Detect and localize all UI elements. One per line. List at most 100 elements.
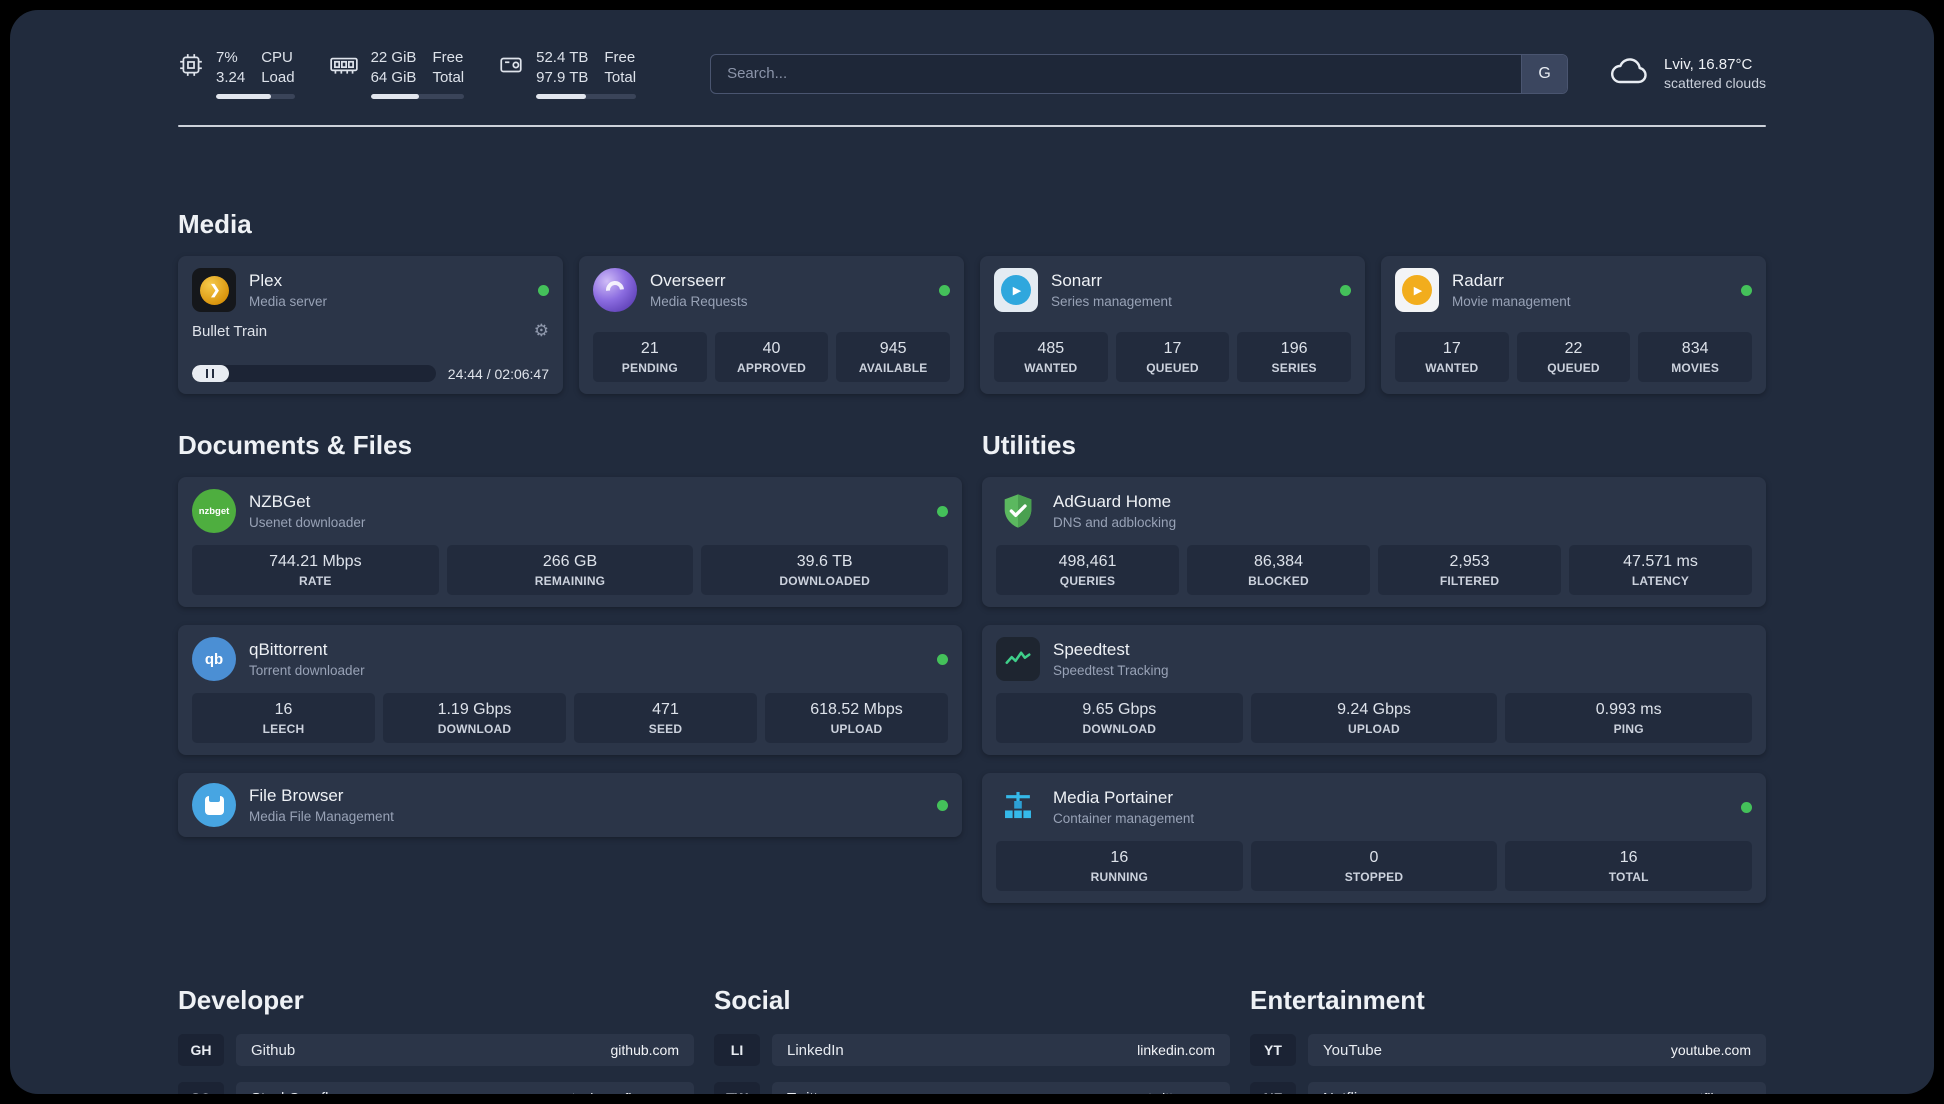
stat-label: STOPPED: [1344, 870, 1404, 884]
stat-tile: 16 RUNNING: [996, 841, 1243, 891]
stat-label: DOWNLOAD: [437, 722, 512, 736]
stat-label: FILTERED: [1439, 574, 1500, 588]
bookmark-url: github.com: [610, 1042, 679, 1058]
pause-icon[interactable]: [206, 369, 215, 378]
app-card-nzbget[interactable]: nzbget NZBGet Usenet downloader 744.21 M…: [178, 477, 962, 607]
stat-value: 1.19 Gbps: [437, 701, 512, 718]
memory-total-value: 64 GiB: [370, 68, 417, 86]
playback-progress-fill: [192, 365, 229, 382]
bookmark-row-netflix: NF Netflix netflix.com: [1250, 1082, 1766, 1094]
adguard-shield-icon: [996, 489, 1040, 533]
status-dot: [939, 284, 950, 296]
memory-widget: 22 GiB 64 GiB Free Total: [329, 48, 465, 99]
app-card-speedtest[interactable]: Speedtest Speedtest Tracking 9.65 Gbps D…: [982, 625, 1766, 755]
playback-progress-bar[interactable]: [192, 365, 436, 382]
bookmark-name: Twitter: [787, 1090, 831, 1095]
bookmark-link-stackoverflow[interactable]: StackOverflow stackoverflow.com: [236, 1082, 694, 1094]
stat-tile: 485 WANTED: [994, 332, 1108, 382]
plex-icon: ❯: [192, 268, 236, 312]
app-name: NZBGet: [249, 492, 311, 511]
app-subtitle: Usenet downloader: [249, 515, 366, 530]
search-bar: G: [710, 53, 1569, 94]
status-dot: [1340, 284, 1351, 296]
stat-value: 16: [274, 701, 293, 718]
section-title-documents: Documents & Files: [178, 430, 413, 460]
github-icon: GH: [178, 1034, 224, 1066]
header-divider: [178, 125, 1766, 127]
stat-value: 22: [1564, 340, 1583, 357]
app-name: qBittorrent: [249, 640, 328, 659]
cpu-load-value: 3.24: [216, 68, 246, 86]
app-card-overseerr[interactable]: Overseerr Media Requests 21 PENDING 40 A…: [579, 256, 964, 394]
app-name: Speedtest: [1053, 640, 1130, 659]
playback-time: 24:44 / 02:06:47: [447, 365, 549, 382]
disk-widget: 52.4 TB 97.9 TB Free Total: [498, 48, 637, 99]
stat-value: 2,953: [1449, 553, 1490, 570]
cpu-icon: [178, 52, 204, 99]
stat-label: LEECH: [262, 722, 305, 736]
app-card-radarr[interactable]: ▶ Radarr Movie management 17 WANTED 22: [1381, 256, 1766, 394]
app-name: AdGuard Home: [1053, 492, 1172, 511]
nzbget-icon: nzbget: [192, 489, 236, 533]
stat-label: DOWNLOAD: [1082, 722, 1157, 736]
speedtest-icon: [996, 637, 1040, 681]
status-dot: [937, 799, 948, 811]
stat-value: 471: [652, 701, 679, 718]
stat-tile: 21 PENDING: [593, 332, 707, 382]
stat-tile: 47.571 ms LATENCY: [1569, 545, 1752, 595]
bookmark-link-github[interactable]: Github github.com: [236, 1034, 694, 1066]
bookmark-link-linkedin[interactable]: LinkedIn linkedin.com: [772, 1034, 1230, 1066]
stat-label: QUEUED: [1146, 361, 1199, 375]
section-title-entertainment: Entertainment: [1250, 985, 1425, 1015]
app-card-plex[interactable]: ❯ Plex Media server Bullet Train ⚙: [178, 256, 563, 394]
bookmark-link-youtube[interactable]: YouTube youtube.com: [1308, 1034, 1766, 1066]
overseerr-icon: [593, 268, 637, 312]
stackoverflow-icon: SO: [178, 1082, 224, 1094]
stat-value: 618.52 Mbps: [810, 701, 903, 718]
bookmark-row-linkedin: LI LinkedIn linkedin.com: [714, 1034, 1230, 1066]
stat-label: APPROVED: [737, 361, 806, 375]
stat-value: 21: [640, 340, 659, 357]
app-card-sonarr[interactable]: ▶ Sonarr Series management 485 WANTED 17: [980, 256, 1365, 394]
bookmark-name: Github: [251, 1041, 296, 1059]
entertainment-column: Entertainment YT YouTube youtube.com NF …: [1250, 985, 1766, 1094]
bookmark-name: LinkedIn: [787, 1041, 844, 1059]
search-go-button[interactable]: G: [1521, 54, 1568, 93]
bookmark-link-twitter[interactable]: Twitter twitter.com: [772, 1082, 1230, 1094]
stat-label: DOWNLOADED: [779, 574, 870, 588]
app-name: Radarr: [1452, 271, 1504, 290]
disk-values: 52.4 TB 97.9 TB: [536, 48, 588, 87]
netflix-icon: NF: [1250, 1082, 1296, 1094]
app-subtitle: Speedtest Tracking: [1053, 663, 1169, 678]
app-card-adguard[interactable]: AdGuard Home DNS and adblocking 498,461 …: [982, 477, 1766, 607]
stat-value: 86,384: [1254, 553, 1303, 570]
stat-tile: 945 AVAILABLE: [836, 332, 950, 382]
bookmark-row-twitter: TW Twitter twitter.com: [714, 1082, 1230, 1094]
stat-label: UPLOAD: [830, 722, 883, 736]
bookmark-row-github: GH Github github.com: [178, 1034, 694, 1066]
stat-value: 498,461: [1058, 553, 1117, 570]
stat-tile: 471 SEED: [574, 693, 757, 743]
settings-gear-icon[interactable]: ⚙: [533, 321, 549, 340]
app-card-qbittorrent[interactable]: qb qBittorrent Torrent downloader 16 LEE…: [178, 625, 962, 755]
bookmark-url: stackoverflow.com: [565, 1090, 679, 1094]
stat-tile: 17 WANTED: [1395, 332, 1509, 382]
bookmark-url: youtube.com: [1670, 1042, 1751, 1058]
stat-label: QUEUED: [1547, 361, 1600, 375]
app-card-filebrowser[interactable]: File Browser Media File Management: [178, 773, 962, 837]
status-dot: [1741, 801, 1752, 813]
developer-column: Developer GH Github github.com SO StackO…: [178, 985, 694, 1094]
app-card-portainer[interactable]: Media Portainer Container management 16 …: [982, 773, 1766, 903]
stat-value: 266 GB: [542, 553, 598, 570]
status-dot: [937, 653, 948, 665]
stat-label: PENDING: [621, 361, 678, 375]
bookmark-link-netflix[interactable]: Netflix netflix.com: [1308, 1082, 1766, 1094]
app-subtitle: Movie management: [1452, 294, 1571, 309]
linkedin-icon: LI: [714, 1034, 760, 1066]
radarr-icon: ▶: [1395, 268, 1439, 312]
weather-widget: Lviv, 16.87°C scattered clouds: [1608, 53, 1766, 94]
app-subtitle: Media File Management: [249, 809, 394, 824]
app-subtitle: Container management: [1053, 811, 1195, 826]
cpu-percent: 7%: [216, 49, 238, 66]
search-input[interactable]: [711, 54, 1522, 93]
